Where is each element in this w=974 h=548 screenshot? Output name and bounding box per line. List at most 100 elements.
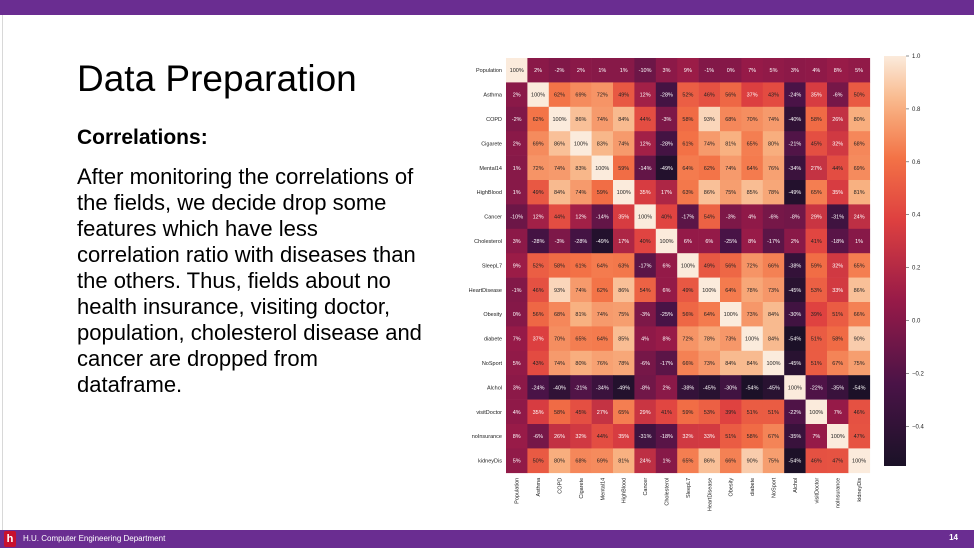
cell-value-label: 86% [704,459,715,465]
cell-value-label: -49% [617,385,630,391]
cell-value-label: 100% [617,190,631,196]
heatmap-cell [591,253,614,278]
heatmap-cell [698,350,721,376]
heatmap-cell [784,424,806,449]
cell-value-label: 40% [640,239,651,245]
cell-value-label: -3% [662,117,672,123]
heatmap-cell [741,58,764,83]
heatmap-cell [527,58,550,83]
cell-value-label: 0% [513,312,521,318]
cell-value-label: 100% [745,337,759,343]
cell-value-label: 68% [725,117,736,123]
cell-value-label: 74% [704,141,715,147]
heatmap-cell [634,82,657,108]
cell-value-label: 68% [575,459,586,465]
heatmap-cell [805,58,828,83]
heatmap-cell [677,204,699,230]
heatmap-cell [698,155,721,181]
cell-value-label: -49% [596,239,609,245]
cell-value-label: 67% [768,434,779,440]
heatmap-cell [827,131,849,156]
cell-value-label: 72% [597,93,608,99]
cell-value-label: -34% [596,385,609,391]
heatmap-cell [720,277,742,303]
slide-subtitle: Correlations: [77,126,208,149]
slide-title: Data Preparation [77,58,357,99]
heatmap-cell [591,228,614,254]
heatmap-cell [655,106,678,132]
heatmap-cell [677,106,699,132]
cell-value-label: 76% [768,166,779,172]
heatmap-cell [720,448,742,474]
cell-value-label: 12% [640,141,651,147]
cell-value-label: 100% [724,312,738,318]
cell-value-label: 78% [618,361,629,367]
cell-value-label: -28% [660,93,673,99]
cell-value-label: -24% [788,93,801,99]
cell-value-label: 64% [747,166,758,172]
heatmap-cell [720,82,742,108]
cell-value-label: 4% [812,68,820,74]
heatmap-cell [613,253,635,278]
heatmap-cell [655,326,678,352]
heatmap-cell [827,448,849,474]
cell-value-label: 32% [682,434,693,440]
colorbar-tick-label: 1.0 [912,54,921,60]
heatmap-cell [655,82,678,108]
cell-value-label: -28% [574,239,587,245]
heatmap-cell [677,180,699,205]
heatmap-cell [506,375,528,400]
heatmap-cell [762,204,785,230]
cell-value-label: 74% [575,190,586,196]
heatmap-cell [591,424,614,449]
heatmap-cell [762,302,785,327]
cell-value-label: 0% [727,68,735,74]
cell-value-label: 59% [682,410,693,416]
cell-value-label: -49% [788,190,801,196]
cell-value-label: -2% [512,117,522,123]
cell-value-label: 53% [704,410,715,416]
cell-value-label: -21% [788,141,801,147]
cell-value-label: 58% [554,263,565,269]
heatmap-cell [805,350,828,376]
heatmap-cell [762,350,785,376]
heatmap-cell [827,155,849,181]
heatmap-cell [548,82,571,108]
cell-value-label: 7% [812,434,820,440]
heatmap-cell [591,375,614,400]
heatmap-cell [677,155,699,181]
heatmap-cell [741,448,764,474]
heatmap-cell [677,82,699,108]
cell-value-label: 5% [513,361,521,367]
cell-value-label: -38% [788,263,801,269]
cell-value-label: 75% [618,312,629,318]
heatmap-cell [506,228,528,254]
heatmap-cell [634,399,657,425]
cell-value-label: 24% [640,459,651,465]
cell-value-label: 64% [682,166,693,172]
heatmap-cell [762,82,785,108]
heatmap-cell [848,277,871,303]
heatmap-cell [527,326,550,352]
y-tick-label: SleepL7 [482,263,502,269]
page-number: 14 [949,533,958,542]
cell-value-label: 80% [768,141,779,147]
heatmap-cell [548,399,571,425]
heatmap-cell [805,204,828,230]
cell-value-label: 1% [663,459,671,465]
heatmap-cell [762,155,785,181]
heatmap-cell [548,350,571,376]
heatmap-cell [591,82,614,108]
heatmap-cell [677,326,699,352]
cell-value-label: 5% [513,459,521,465]
cell-value-label: 43% [533,361,544,367]
heatmap-cell [591,131,614,156]
cell-value-label: 74% [597,312,608,318]
cell-value-label: 100% [852,459,866,465]
heatmap-cell [720,350,742,376]
heatmap-cell [548,424,571,449]
cell-value-label: 84% [768,312,779,318]
cell-value-label: 74% [554,361,565,367]
x-tick-label: Asthma [536,477,542,497]
heatmap-cell [805,424,828,449]
